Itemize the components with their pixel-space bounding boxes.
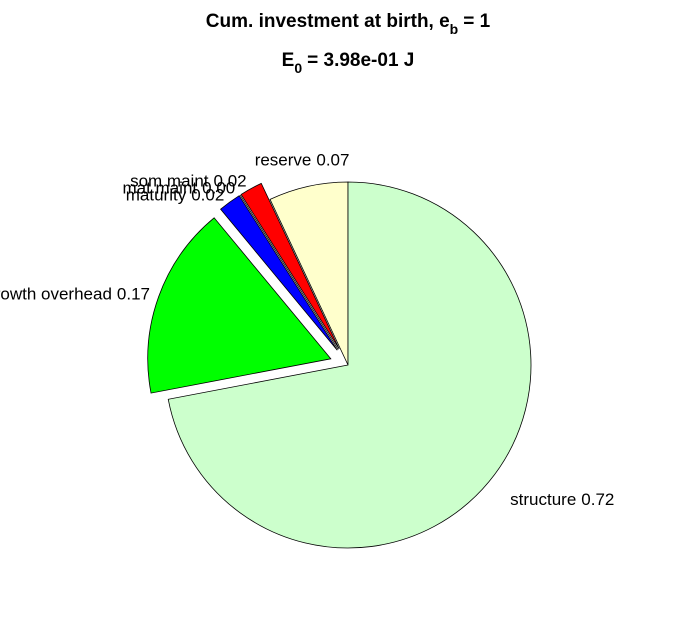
chart-title: Cum. investment at birth, eb = 1	[206, 11, 491, 37]
slice-value: 0.17	[117, 285, 150, 304]
chart-subtitle: E0 = 3.98e-01 J	[282, 50, 415, 76]
pie-slice	[220, 195, 338, 351]
title-text: Cum. investment at birth, e	[206, 11, 450, 32]
pie-slice	[240, 182, 340, 350]
slice-name: som maint	[130, 172, 209, 191]
slice-label: som maint 0.02	[130, 172, 247, 191]
slice-value: 0.02	[191, 186, 224, 205]
slice-label: reserve 0.07	[255, 151, 350, 170]
slice-value: 0.07	[316, 151, 349, 170]
pie-slice	[167, 181, 532, 549]
subtitle-sub: 0	[294, 60, 302, 76]
slice-label: growth overhead 0.17	[0, 285, 150, 304]
slice-label: maturity 0.02	[126, 186, 225, 205]
slice-name: maturity	[126, 186, 187, 205]
subtitle-tail: = 3.98e-01 J	[307, 50, 414, 71]
slice-value: 0.72	[581, 490, 614, 509]
slice-name: reserve	[255, 151, 312, 170]
slice-value: 0.00	[202, 178, 235, 197]
title-tail: = 1	[463, 11, 490, 32]
slice-name: mat maint	[123, 178, 198, 197]
slice-label: structure 0.72	[510, 490, 614, 509]
slice-name: growth overhead	[0, 285, 112, 304]
slice-value: 0.02	[214, 172, 247, 191]
slice-label: mat maint 0.00	[123, 178, 236, 197]
pie-slice	[239, 194, 339, 350]
title-sub: b	[450, 21, 459, 37]
slice-name: structure	[510, 490, 576, 509]
subtitle-text: E	[282, 50, 295, 71]
pie-slice	[147, 217, 332, 394]
